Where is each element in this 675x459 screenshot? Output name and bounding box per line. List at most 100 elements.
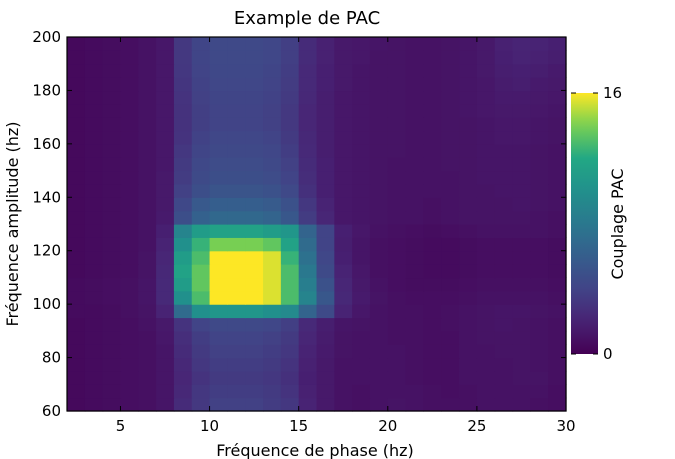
heatmap-cell (298, 63, 318, 78)
heatmap-cell (263, 264, 282, 279)
heatmap-cell (441, 197, 460, 212)
heatmap-cell (120, 370, 139, 385)
heatmap-cell (227, 170, 246, 185)
heatmap-cell (512, 264, 531, 279)
heatmap-cell (120, 330, 139, 345)
heatmap-cell (494, 397, 514, 412)
heatmap-cell (156, 370, 175, 385)
heatmap-cell (494, 330, 514, 345)
heatmap-cell (369, 290, 389, 305)
heatmap-cell (459, 370, 478, 385)
heatmap-cell (156, 90, 175, 105)
heatmap-cell (227, 304, 246, 319)
heatmap-cell (191, 237, 211, 252)
heatmap-cell (494, 290, 514, 305)
heatmap-cell (494, 370, 514, 385)
heatmap-cell (352, 157, 371, 172)
heatmap-cell (530, 344, 549, 359)
heatmap-cell (334, 183, 353, 198)
heatmap-cell (263, 50, 282, 65)
heatmap-cell (227, 130, 246, 145)
heatmap-cell (334, 237, 353, 252)
heatmap-cell (84, 183, 104, 198)
heatmap-cell (548, 330, 567, 345)
heatmap-cell (298, 157, 318, 172)
heatmap-cell (316, 157, 335, 172)
heatmap-cell (173, 90, 193, 105)
heatmap-cell (67, 277, 86, 292)
heatmap-cell (191, 264, 211, 279)
heatmap-cell (102, 357, 122, 372)
heatmap-cell (191, 317, 211, 332)
heatmap-cell (120, 277, 139, 292)
heatmap-cell (156, 157, 175, 172)
heatmap-cell (156, 103, 175, 118)
heatmap-cell (352, 197, 371, 212)
heatmap-cell (156, 224, 175, 238)
heatmap-cell (84, 170, 104, 185)
heatmap-cell (209, 330, 228, 345)
heatmap-cell (441, 37, 460, 51)
heatmap-cell (245, 330, 264, 345)
heatmap-cell (245, 130, 264, 145)
heatmap-cell (173, 370, 193, 385)
heatmap-cell (441, 143, 460, 158)
heatmap-cell (530, 130, 549, 145)
heatmap-cell (548, 143, 567, 158)
heatmap-cell (227, 237, 246, 252)
heatmap-cell (84, 117, 104, 132)
heatmap-cell (334, 117, 353, 132)
heatmap-cell (369, 237, 389, 252)
heatmap-cell (441, 90, 460, 105)
heatmap-cell (494, 264, 514, 279)
heatmap-cell (352, 264, 371, 279)
heatmap-cell (298, 77, 318, 92)
heatmap-cell (548, 264, 567, 279)
heatmap-cell (227, 50, 246, 65)
heatmap-cell (476, 90, 496, 105)
heatmap-cell (387, 250, 407, 265)
heatmap-cell (84, 250, 104, 265)
heatmap-cell (441, 224, 460, 238)
heatmap-cell (138, 237, 157, 252)
heatmap-cell (530, 210, 549, 225)
heatmap-cell (173, 384, 193, 399)
heatmap-cell (530, 397, 549, 412)
heatmap-cell (173, 117, 193, 132)
heatmap-cell (316, 250, 335, 265)
heatmap-cell (173, 224, 193, 238)
heatmap-cell (334, 250, 353, 265)
heatmap-cell (102, 143, 122, 158)
heatmap-cell (156, 344, 175, 359)
heatmap-cell (84, 370, 104, 385)
heatmap-cell (512, 63, 531, 78)
heatmap-cell (316, 397, 335, 412)
heatmap-cell (352, 384, 371, 399)
heatmap-cell (405, 277, 425, 292)
heatmap-cell (298, 90, 318, 105)
heatmap-cell (334, 384, 353, 399)
heatmap-cell (102, 157, 122, 172)
heatmap-cell (67, 37, 86, 51)
heatmap-cell (138, 170, 157, 185)
heatmap-cell (102, 370, 122, 385)
heatmap-cell (316, 210, 335, 225)
heatmap-cell (280, 330, 300, 345)
heatmap-cell (352, 370, 371, 385)
heatmap-cell (280, 130, 300, 145)
heatmap-cell (227, 250, 246, 265)
heatmap-cell (156, 143, 175, 158)
heatmap-cell (138, 63, 157, 78)
heatmap-cell (512, 384, 531, 399)
heatmap-cell (369, 210, 389, 225)
heatmap-cell (138, 77, 157, 92)
heatmap-cell (156, 317, 175, 332)
y-tick-label: 160 (32, 135, 61, 153)
heatmap-cell (548, 50, 567, 65)
heatmap-cell (227, 277, 246, 292)
heatmap-cell (459, 250, 478, 265)
heatmap-cell (263, 183, 282, 198)
heatmap-cell (459, 264, 478, 279)
heatmap-cell (280, 170, 300, 185)
heatmap-cell (494, 143, 514, 158)
